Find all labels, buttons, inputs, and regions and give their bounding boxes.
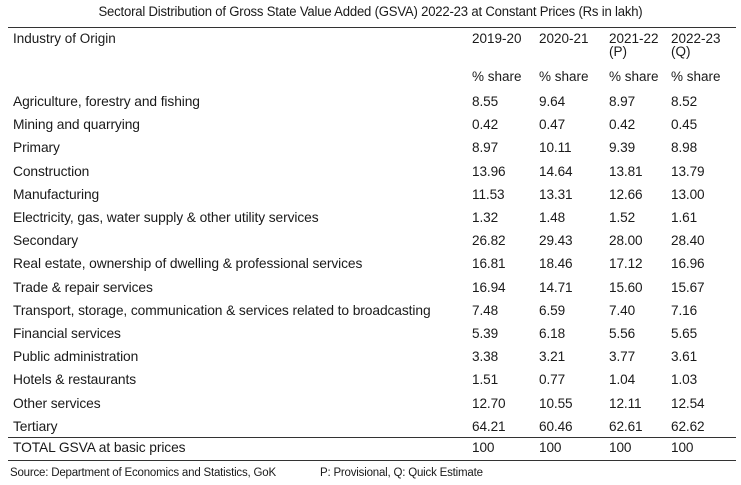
unit-label: % share: [539, 69, 589, 84]
row-value: 0.45: [671, 117, 698, 133]
row-value: 11.53: [472, 186, 505, 202]
row-value: 7.48: [472, 302, 499, 318]
row-value: 12.11: [609, 395, 642, 411]
row-value: 14.64: [539, 163, 573, 179]
row-value: 16.96: [671, 256, 705, 272]
header-year-2021-22: 2021-22 (P): [609, 31, 659, 59]
row-value: 3.21: [539, 349, 566, 365]
table-bottom-rule: [8, 460, 736, 461]
row-value: 13.31: [539, 186, 573, 202]
row-value: 12.66: [609, 186, 643, 202]
row-label: Trade & repair services: [13, 279, 153, 295]
row-label: Public administration: [13, 349, 139, 365]
source-note: Source: Department of Economics and Stat…: [10, 467, 276, 479]
row-value: 8.52: [671, 94, 698, 109]
row-value: 1.03: [671, 372, 698, 388]
row-label: Secondary: [13, 233, 79, 249]
row-label: Transport, storage, communication & serv…: [13, 302, 431, 318]
row-label: Manufacturing: [13, 186, 100, 202]
unit-label: % share: [609, 69, 659, 84]
row-value: 8.97: [609, 94, 636, 109]
row-value: 7.16: [671, 302, 698, 318]
row-value: 1.51: [472, 372, 499, 388]
row-value: 6.59: [539, 302, 566, 318]
row-value: 13.96: [472, 163, 506, 179]
row-value: 1.52: [609, 210, 636, 225]
document-title: Sectoral Distribution of Gross State Val…: [98, 4, 643, 19]
table-top-rule: [8, 27, 736, 28]
row-value: 0.42: [472, 117, 499, 133]
row-value: 16.94: [472, 279, 506, 295]
row-value: 1.61: [671, 210, 698, 225]
row-value: 17.12: [609, 256, 643, 272]
row-value: 29.43: [539, 233, 573, 249]
row-value: 3.61: [671, 349, 698, 365]
row-value: 18.46: [539, 256, 573, 272]
row-value: 1.04: [609, 372, 636, 388]
row-value: 0.77: [539, 372, 566, 388]
row-value: 13.00: [671, 186, 705, 202]
row-value: 3.77: [609, 349, 636, 365]
row-value: 5.65: [671, 326, 698, 341]
row-label: Real estate, ownership of dwelling & pro…: [13, 256, 363, 272]
row-value: 10.55: [539, 395, 573, 411]
row-value: 1.48: [539, 210, 566, 225]
row-value: 13.81: [609, 163, 643, 179]
row-label: Primary: [13, 140, 60, 156]
row-value: 15.67: [671, 279, 705, 295]
row-value: 14.71: [539, 279, 573, 295]
total-value-2022-23: 100: [671, 440, 694, 455]
row-value: 28.40: [671, 233, 705, 249]
row-value: 1.32: [472, 210, 499, 225]
row-label: Agriculture, forestry and fishing: [13, 94, 200, 109]
row-label: Electricity, gas, water supply & other u…: [13, 210, 319, 225]
row-value: 12.70: [472, 395, 506, 411]
row-value: 5.39: [472, 326, 499, 341]
row-value: 7.40: [609, 302, 636, 318]
total-top-rule: [8, 437, 736, 438]
row-value: 12.54: [671, 395, 705, 411]
header-year-2022-23: 2022-23 (Q): [671, 31, 721, 59]
row-value: 15.60: [609, 279, 643, 295]
row-label: Financial services: [13, 326, 121, 341]
legend-note: P: Provisional, Q: Quick Estimate: [320, 467, 483, 479]
row-value: 16.81: [472, 256, 506, 272]
unit-label: % share: [671, 69, 721, 84]
row-value: 26.82: [472, 233, 506, 249]
row-value: 5.56: [609, 326, 636, 341]
row-value: 8.97: [472, 140, 499, 156]
unit-label: % share: [472, 69, 522, 84]
header-year-2020-21: 2020-21: [539, 31, 589, 46]
row-value: 9.64: [539, 94, 566, 109]
row-value: 8.55: [472, 94, 499, 109]
row-value: 64.21: [472, 418, 506, 434]
footer: Source: Department of Economics and Stat…: [10, 467, 483, 479]
table-header-row: Industry of Origin 2019-20 2020-21 2021-…: [8, 27, 736, 67]
row-value: 0.42: [609, 117, 636, 133]
row-label: Tertiary: [13, 418, 58, 434]
row-label: Construction: [13, 163, 90, 179]
row-label: Mining and quarrying: [13, 117, 140, 133]
row-label: Other services: [13, 395, 101, 411]
total-label: TOTAL GSVA at basic prices: [13, 440, 186, 455]
header-year-2019-20: 2019-20: [472, 31, 522, 46]
row-value: 3.38: [472, 349, 499, 365]
row-value: 9.39: [609, 140, 636, 156]
row-value: 13.79: [671, 163, 705, 179]
row-value: 6.18: [539, 326, 566, 341]
row-value: 10.11: [539, 140, 572, 156]
row-value: 62.61: [609, 418, 643, 434]
row-value: 0.47: [539, 117, 566, 133]
row-label: Hotels & restaurants: [13, 372, 136, 388]
row-value: 28.00: [609, 233, 643, 249]
row-value: 60.46: [539, 418, 573, 434]
row-value: 8.98: [671, 140, 698, 156]
total-value-2019-20: 100: [472, 440, 495, 455]
row-value: 62.62: [671, 418, 705, 434]
total-value-2021-22: 100: [609, 440, 632, 455]
header-industry: Industry of Origin: [13, 31, 116, 46]
total-value-2020-21: 100: [539, 440, 562, 455]
